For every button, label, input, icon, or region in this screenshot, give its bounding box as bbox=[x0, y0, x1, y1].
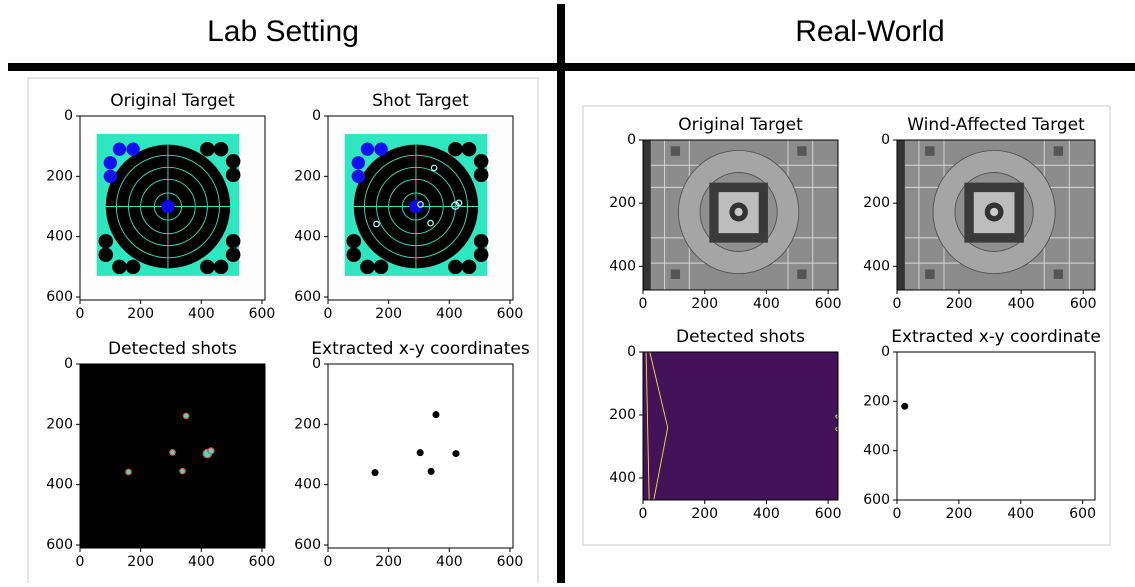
y-tick-label: 200 bbox=[863, 195, 890, 211]
panel-title: Original Target bbox=[678, 115, 803, 135]
panel-title: Original Target bbox=[110, 91, 235, 111]
x-tick-label: 600 bbox=[1069, 506, 1096, 522]
x-tick-label: 0 bbox=[639, 296, 648, 312]
x-tick-label: 0 bbox=[639, 506, 648, 522]
panel-title: Wind-Affected Target bbox=[907, 115, 1085, 135]
section-header: Lab Setting bbox=[207, 15, 359, 48]
y-tick-label: 200 bbox=[609, 407, 636, 423]
panel-title: Extracted x-y coordinate bbox=[891, 327, 1101, 347]
x-tick-label: 400 bbox=[188, 554, 215, 570]
x-tick-label: 0 bbox=[76, 306, 85, 322]
panel-title: Detected shots bbox=[676, 327, 805, 347]
y-tick-label: 0 bbox=[64, 108, 73, 124]
section-header: Real-World bbox=[795, 15, 945, 48]
figure: Lab Setting Real-World Original Target 0 2… bbox=[0, 0, 1135, 583]
x-tick-label: 600 bbox=[497, 306, 524, 322]
y-tick-label: 200 bbox=[46, 168, 73, 184]
y-tick-label: 600 bbox=[294, 289, 321, 305]
x-tick-label: 600 bbox=[249, 306, 276, 322]
y-tick-label: 400 bbox=[609, 258, 636, 274]
y-tick-label: 0 bbox=[312, 356, 321, 372]
x-tick-label: 0 bbox=[893, 506, 902, 522]
y-tick-label: 0 bbox=[627, 344, 636, 360]
y-tick-label: 600 bbox=[294, 537, 321, 553]
point bbox=[452, 450, 459, 457]
panel-title: Shot Target bbox=[372, 91, 469, 111]
page: {"headers": {"left": "Lab Setting", "rig… bbox=[0, 0, 1135, 587]
y-tick-label: 0 bbox=[64, 356, 73, 372]
y-tick-label: 400 bbox=[294, 477, 321, 493]
point bbox=[432, 411, 439, 418]
x-tick-label: 400 bbox=[1007, 506, 1034, 522]
y-tick-label: 600 bbox=[46, 537, 73, 553]
y-tick-label: 600 bbox=[46, 289, 73, 305]
y-tick-label: 0 bbox=[881, 132, 890, 148]
x-tick-label: 200 bbox=[946, 296, 973, 312]
x-tick-label: 400 bbox=[436, 554, 463, 570]
x-tick-label: 0 bbox=[893, 296, 902, 312]
y-tick-label: 200 bbox=[46, 416, 73, 432]
point bbox=[372, 469, 379, 476]
x-tick-label: 200 bbox=[691, 506, 718, 522]
y-tick-label: 200 bbox=[609, 195, 636, 211]
x-tick-label: 400 bbox=[1008, 296, 1035, 312]
y-tick-label: 600 bbox=[863, 492, 890, 508]
x-tick-label: 600 bbox=[1070, 296, 1097, 312]
y-tick-label: 400 bbox=[609, 470, 636, 486]
y-tick-label: 0 bbox=[312, 108, 321, 124]
plot-area bbox=[897, 352, 1095, 500]
x-tick-label: 200 bbox=[691, 296, 718, 312]
image bbox=[328, 116, 513, 300]
image bbox=[643, 140, 838, 290]
image bbox=[643, 352, 839, 500]
y-tick-label: 400 bbox=[46, 477, 73, 493]
x-tick-label: 400 bbox=[436, 306, 463, 322]
x-tick-label: 400 bbox=[753, 506, 780, 522]
x-tick-label: 200 bbox=[127, 306, 154, 322]
x-tick-label: 400 bbox=[753, 296, 780, 312]
x-tick-label: 0 bbox=[324, 554, 333, 570]
point bbox=[428, 468, 435, 475]
x-tick-label: 600 bbox=[815, 296, 842, 312]
y-tick-label: 0 bbox=[881, 344, 890, 360]
x-tick-label: 600 bbox=[815, 506, 842, 522]
x-tick-label: 400 bbox=[188, 306, 215, 322]
x-tick-label: 200 bbox=[946, 506, 973, 522]
y-tick-label: 200 bbox=[294, 416, 321, 432]
point bbox=[901, 403, 908, 410]
y-tick-label: 400 bbox=[863, 258, 890, 274]
x-tick-label: 200 bbox=[127, 554, 154, 570]
image bbox=[80, 364, 265, 548]
x-tick-label: 600 bbox=[497, 554, 524, 570]
y-tick-label: 400 bbox=[46, 229, 73, 245]
y-tick-label: 200 bbox=[294, 168, 321, 184]
x-tick-label: 0 bbox=[324, 306, 333, 322]
image bbox=[897, 140, 1095, 290]
point bbox=[417, 449, 424, 456]
x-tick-label: 200 bbox=[375, 306, 402, 322]
y-tick-label: 400 bbox=[294, 229, 321, 245]
y-tick-label: 0 bbox=[627, 132, 636, 148]
image bbox=[80, 116, 265, 300]
x-tick-label: 200 bbox=[375, 554, 402, 570]
x-tick-label: 600 bbox=[249, 554, 276, 570]
panel-title: Detected shots bbox=[108, 339, 237, 359]
y-tick-label: 400 bbox=[863, 443, 890, 459]
x-tick-label: 0 bbox=[76, 554, 85, 570]
y-tick-label: 200 bbox=[863, 393, 890, 409]
panel-title: Extracted x-y coordinates bbox=[311, 339, 530, 359]
